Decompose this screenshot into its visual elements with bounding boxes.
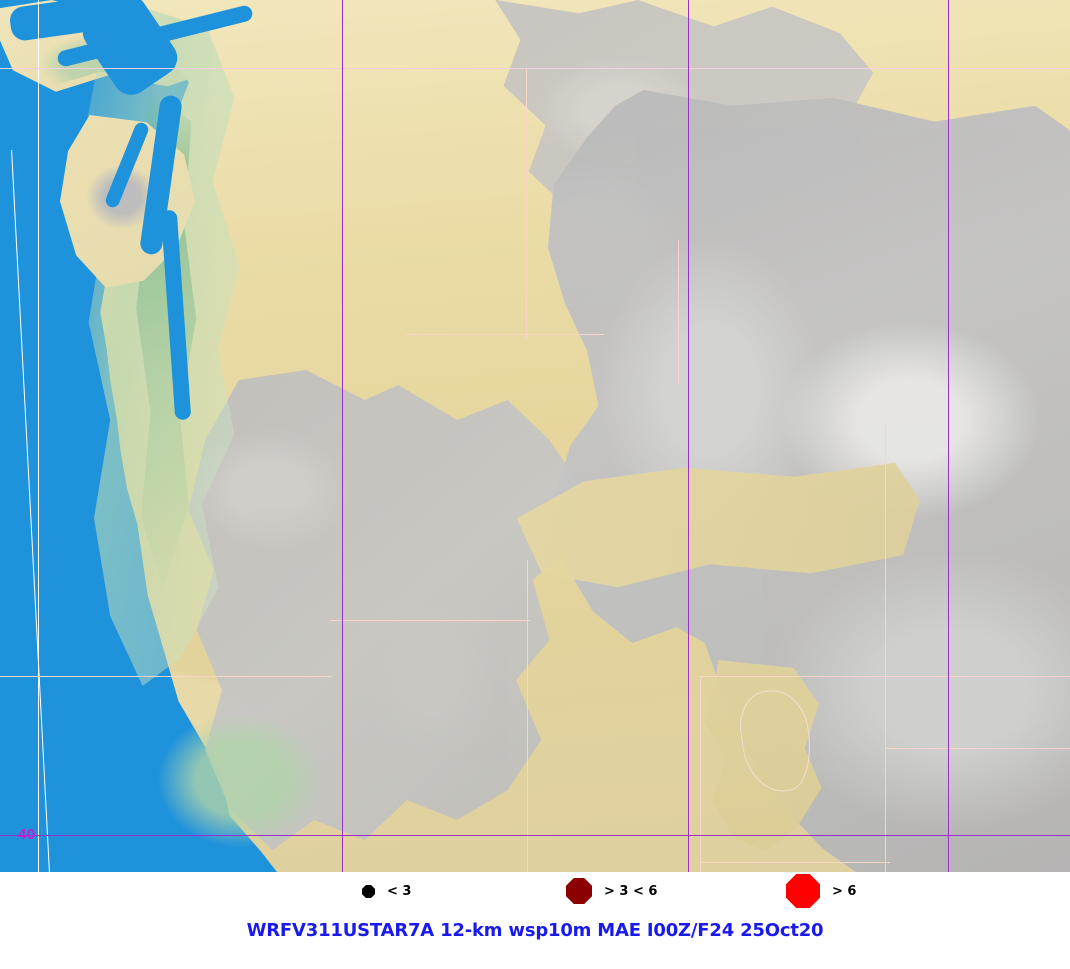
octagon-marker-medium-icon — [566, 878, 592, 904]
octagon-marker-small-icon — [362, 885, 375, 898]
border-wa-id — [526, 68, 528, 340]
legend-item-small: < 3 — [362, 884, 411, 899]
border-or-internal — [330, 620, 530, 622]
graticule-meridian-1 — [342, 0, 344, 872]
klamath-forest-area — [130, 690, 360, 872]
legend-label-small: < 3 — [387, 884, 412, 899]
pacific-coastline-stroke — [38, 0, 49, 872]
border-or-ca-west — [0, 676, 332, 678]
legend-item-medium: > 3 < 6 — [566, 878, 657, 904]
graticule-meridian-2 — [688, 0, 690, 872]
graticule-parallel-49n — [0, 68, 1070, 70]
border-nv-ut — [700, 676, 702, 872]
terrain-map[interactable]: 40 — [0, 0, 1070, 872]
graticule-parallel-40n — [0, 835, 1070, 837]
border-ut-south — [700, 862, 890, 864]
border-wy-internal — [885, 748, 1070, 750]
border-or-id-south — [527, 560, 529, 872]
graticule-meridian-3 — [948, 0, 950, 872]
figure-title: WRFV311USTAR7A 12-km wsp10m MAE I00Z/F24… — [246, 920, 824, 941]
octagon-marker-large-icon — [786, 874, 820, 908]
border-id-wy — [885, 425, 887, 872]
legend-label-large: > 6 — [832, 883, 857, 899]
legend: < 3 > 3 < 6 > 6 — [0, 872, 1070, 930]
border-wa-or-east — [404, 334, 604, 336]
legend-label-medium: > 3 < 6 — [604, 883, 658, 899]
border-id-mt — [678, 240, 680, 385]
latitude-label-40: 40 — [18, 826, 36, 843]
legend-item-large: > 6 — [786, 874, 856, 908]
